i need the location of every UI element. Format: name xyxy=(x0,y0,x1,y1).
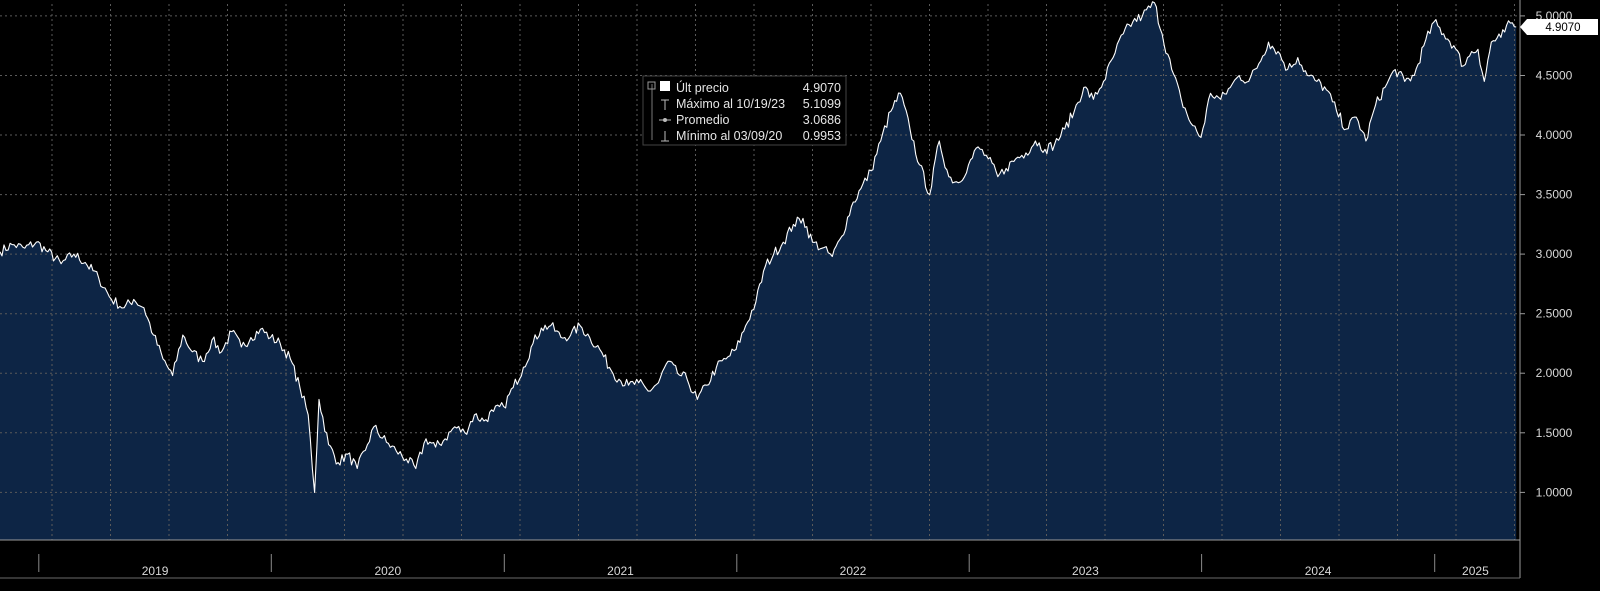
x-axis-year-labels: 2019 2020 2021 2022 2023 2024 2025 xyxy=(38,554,1489,578)
legend-value-min: 0.9953 xyxy=(803,129,841,143)
y-tick-label: 4.5000 xyxy=(1536,69,1573,83)
legend-value-average: 3.0686 xyxy=(803,113,841,127)
y-tick-label: 4.0000 xyxy=(1536,128,1573,142)
legend-box: Últ precio 4.9070 Máximo al 10/19/23 5.1… xyxy=(642,75,847,146)
x-year-label: 2023 xyxy=(1072,564,1099,578)
legend-collapse-icon xyxy=(647,81,656,90)
legend-label-average: Promedio xyxy=(676,113,730,127)
x-year-label: 2022 xyxy=(840,564,867,578)
last-price-marker-icon xyxy=(660,81,670,91)
y-tick-label: 1.0000 xyxy=(1536,485,1573,499)
x-year-label: 2020 xyxy=(374,564,401,578)
legend-value-max: 5.1099 xyxy=(803,97,841,111)
x-year-label: 2025 xyxy=(1462,564,1489,578)
average-marker-dot-icon xyxy=(663,118,667,122)
y-tick-label: 2.5000 xyxy=(1536,307,1573,321)
y-tick-label: 1.5000 xyxy=(1536,426,1573,440)
area-fill-layer xyxy=(0,1,1517,541)
min-marker-icon xyxy=(661,131,669,142)
y-tick-label: 3.0000 xyxy=(1536,247,1573,261)
legend-value-last-price: 4.9070 xyxy=(803,81,841,95)
x-year-label: 2021 xyxy=(607,564,634,578)
axes-layer xyxy=(0,0,1521,579)
grid-layer xyxy=(0,4,1520,540)
price-line xyxy=(0,1,1517,493)
y-tick-label: 2.0000 xyxy=(1536,366,1573,380)
last-value-tag-text: 4.9070 xyxy=(1545,22,1580,34)
last-value-tag: 4.9070 xyxy=(1520,18,1598,35)
x-year-label: 2019 xyxy=(142,564,169,578)
x-year-label: 2024 xyxy=(1305,564,1332,578)
last-value-tag-shape xyxy=(1520,18,1598,35)
legend-label-min: Mínimo al 03/09/20 xyxy=(676,129,782,143)
y-tick-label: 3.5000 xyxy=(1536,188,1573,202)
price-line-layer xyxy=(0,1,1517,493)
legend-label-last-price: Últ precio xyxy=(676,80,729,95)
max-marker-icon xyxy=(661,99,669,110)
legend-label-max: Máximo al 10/19/23 xyxy=(676,97,785,111)
price-area xyxy=(0,1,1517,541)
